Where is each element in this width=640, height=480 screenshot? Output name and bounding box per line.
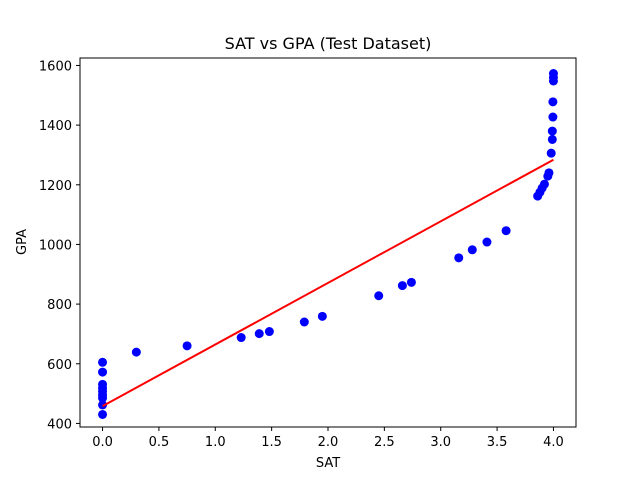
y-tick-label: 400 [47, 417, 72, 432]
data-point-19 [454, 253, 464, 263]
data-point-32 [548, 112, 558, 122]
y-tick-label: 1400 [39, 119, 72, 134]
data-point-7 [98, 400, 108, 410]
fit-line [102, 158, 554, 407]
data-point-12 [254, 329, 264, 339]
y-axis-label: GPA [15, 229, 30, 255]
data-point-6 [98, 393, 108, 403]
data-point-28 [544, 168, 554, 178]
data-point-20 [467, 245, 477, 255]
y-axis-ticks: 400 600 800 1000 1200 1400 1600 [39, 59, 80, 432]
y-tick-label: 1200 [39, 179, 72, 194]
data-point-14 [299, 317, 309, 327]
data-point-22 [501, 226, 511, 236]
data-point-29 [546, 148, 556, 158]
data-point-33 [548, 97, 558, 107]
x-tick-label: 1.0 [205, 435, 226, 450]
y-tick-label: 1600 [39, 59, 72, 74]
x-tick-label: 1.5 [261, 435, 282, 450]
data-point-13 [264, 327, 274, 337]
data-point-10 [182, 341, 192, 351]
data-point-9 [131, 347, 141, 357]
y-tick-label: 1000 [39, 238, 72, 253]
x-tick-label: 0.5 [149, 435, 170, 450]
data-point-17 [397, 281, 407, 291]
y-tick-label: 600 [47, 358, 72, 373]
data-point-26 [539, 179, 549, 189]
data-point-8 [98, 409, 108, 419]
data-point-21 [482, 237, 492, 247]
x-axis-ticks: 0.0 0.5 1.0 1.5 2.0 2.5 3.0 3.5 4.0 [92, 427, 564, 450]
plot-frame [79, 57, 577, 428]
data-point-1 [98, 367, 108, 377]
data-point-11 [236, 333, 246, 343]
data-point-18 [406, 277, 416, 287]
data-point-16 [374, 291, 384, 301]
x-tick-label: 3.0 [430, 435, 451, 450]
data-point-36 [548, 69, 558, 79]
data-point-31 [547, 126, 557, 136]
x-axis-label: SAT [316, 456, 340, 471]
data-point-30 [547, 134, 557, 144]
x-tick-label: 0.0 [92, 435, 113, 450]
x-tick-label: 3.5 [487, 435, 508, 450]
chart-title: SAT vs GPA (Test Dataset) [225, 34, 432, 53]
x-tick-label: 2.0 [318, 435, 339, 450]
data-point-0 [98, 357, 108, 367]
x-tick-label: 4.0 [543, 435, 564, 450]
plot-marks [98, 69, 558, 419]
data-point-15 [317, 311, 327, 321]
y-tick-label: 800 [47, 298, 72, 313]
x-tick-label: 2.5 [374, 435, 395, 450]
